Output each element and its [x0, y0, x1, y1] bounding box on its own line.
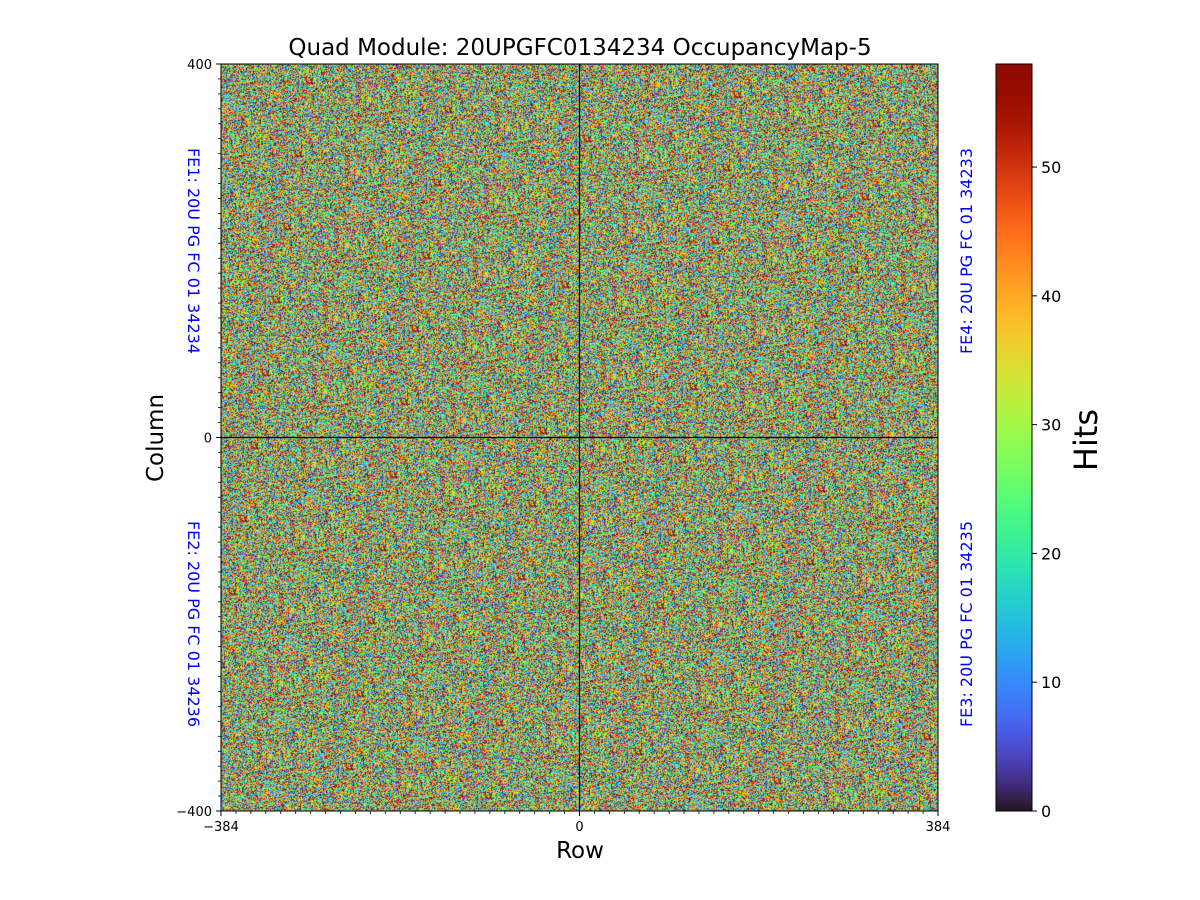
- chart-title: Quad Module: 20UPGFC0134234 OccupancyMap…: [288, 35, 871, 61]
- x-tick-label: −384: [203, 820, 239, 835]
- chip-label-fe2: FE2: 20U PG FC 01 34236: [184, 521, 203, 727]
- colorbar-tick-label: 20: [1041, 544, 1061, 563]
- colorbar-ticks: 0 10 20 30 40 50: [1032, 158, 1061, 821]
- colorbar-tick-label: 0: [1041, 802, 1051, 821]
- minor-ticks: [218, 63, 939, 814]
- chip-label-fe4: FE4: 20U PG FC 01 34233: [957, 148, 976, 354]
- colorbar-tick-label: 40: [1041, 287, 1061, 306]
- y-tick-label: 0: [204, 432, 212, 447]
- y-tick-label: 400: [187, 58, 212, 73]
- colorbar-tick-label: 10: [1041, 673, 1061, 692]
- x-axis-ticks: −384 0 384: [203, 811, 950, 835]
- chip-label-fe3: FE3: 20U PG FC 01 34235: [957, 521, 976, 727]
- x-tick-label: 384: [926, 820, 951, 835]
- x-tick-label: 0: [575, 820, 583, 835]
- colorbar-frame: [995, 63, 1033, 812]
- y-axis-ticks: −400 0 400: [176, 58, 221, 820]
- colorbar-tick-label: 50: [1041, 158, 1061, 177]
- x-axis-label: Row: [556, 838, 604, 864]
- y-axis-label: Column: [143, 394, 169, 482]
- colorbar-gradient: [996, 64, 1032, 811]
- y-tick-label: −400: [176, 805, 212, 820]
- colorbar-label: Hits: [1067, 409, 1105, 471]
- chip-label-fe1: FE1: 20U PG FC 01 34234: [184, 148, 203, 354]
- colorbar-tick-label: 30: [1041, 416, 1061, 435]
